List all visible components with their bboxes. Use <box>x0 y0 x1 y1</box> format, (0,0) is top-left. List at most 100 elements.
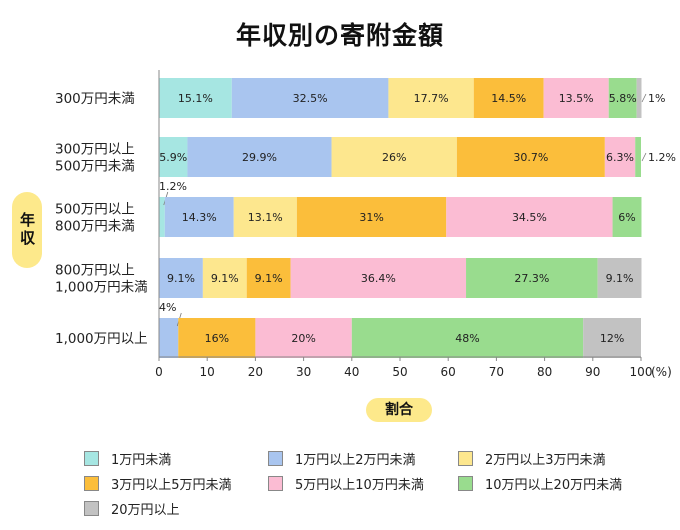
x-tick-label: 80 <box>537 365 552 379</box>
bar-segment <box>159 197 165 237</box>
legend-swatch <box>268 476 283 491</box>
bar-segment <box>231 78 389 118</box>
bar-segment <box>456 137 605 177</box>
bar-segment <box>612 197 642 237</box>
y-tick-label: 300万円以上 <box>55 142 135 158</box>
bar-segment <box>202 258 247 298</box>
data-label: 34.5% <box>512 211 547 224</box>
x-tick-label: 60 <box>441 365 456 379</box>
x-tick-label: 100 <box>630 365 653 379</box>
data-label: 27.3% <box>514 272 549 285</box>
bar-segment <box>636 78 642 118</box>
x-axis-label: 割合 <box>385 402 413 418</box>
legend-label: 1万円以上2万円未満 <box>295 453 416 468</box>
legend-swatch <box>84 451 99 466</box>
legend-item: 10万円以上20万円未満 <box>458 474 622 493</box>
bar-segment <box>159 318 179 358</box>
legend-item: 5万円以上10万円未満 <box>268 474 424 493</box>
legend-item: 3万円以上5万円未満 <box>84 474 232 493</box>
bar-segment <box>351 318 584 358</box>
data-label: 5.9% <box>159 151 187 164</box>
legend-swatch <box>458 451 473 466</box>
x-tick-label: 30 <box>296 365 311 379</box>
bar-segment <box>635 137 641 177</box>
data-label: 30.7% <box>513 151 548 164</box>
data-label: 9.1% <box>167 272 195 285</box>
legend-swatch <box>458 476 473 491</box>
data-label: 4% <box>159 301 176 314</box>
bar-segment <box>246 258 291 298</box>
label-leader-line <box>641 152 647 162</box>
data-label: 6% <box>618 211 635 224</box>
legend-label: 1万円未満 <box>111 453 172 468</box>
data-label: 31% <box>359 211 383 224</box>
data-label: 20% <box>291 332 315 345</box>
y-tick-label: 500万円以上 <box>55 202 135 218</box>
bar-segment <box>159 137 188 177</box>
y-axis-label: 年収 <box>18 212 36 248</box>
legend-label: 2万円以上3万円未満 <box>485 453 606 468</box>
data-label: 29.9% <box>242 151 277 164</box>
legend-label: 5万円以上10万円未満 <box>295 478 424 493</box>
bar-segment <box>446 197 613 237</box>
data-label: 1.2% <box>648 151 676 164</box>
data-label: 5.8% <box>609 92 637 105</box>
data-label: 1% <box>648 92 665 105</box>
bar-segment <box>388 78 474 118</box>
bar-segment <box>473 78 544 118</box>
bar-segment <box>583 318 641 358</box>
y-tick-label: 500万円未満 <box>55 159 135 175</box>
legend-item: 1万円以上2万円未満 <box>268 449 416 468</box>
data-label: 13.1% <box>248 211 283 224</box>
legend-item: 2万円以上3万円未満 <box>458 449 606 468</box>
data-label: 6.3% <box>606 151 634 164</box>
bar-segment <box>178 318 256 358</box>
legend-item: 1万円未満 <box>84 449 171 468</box>
x-tick-label: 10 <box>200 365 215 379</box>
data-label: 48% <box>455 332 479 345</box>
y-tick-label: 1,000万円未満 <box>55 280 148 296</box>
legend-label: 3万円以上5万円未満 <box>111 478 232 493</box>
data-label: 14.3% <box>182 211 217 224</box>
chart-title: 年収別の寄附金額 <box>235 21 444 50</box>
x-tick-label: 70 <box>489 365 504 379</box>
bar-segment <box>543 78 609 118</box>
data-label: 26% <box>382 151 406 164</box>
bar-segment <box>290 258 467 298</box>
legend-swatch <box>84 501 99 516</box>
data-label: 15.1% <box>178 92 213 105</box>
legend-label: 20万円以上 <box>111 503 180 518</box>
data-label: 32.5% <box>293 92 328 105</box>
bar-segment <box>233 197 297 237</box>
data-label: 9.1% <box>211 272 239 285</box>
data-label: 12% <box>600 332 624 345</box>
bar-segment <box>608 78 637 118</box>
bar-segment <box>187 137 332 177</box>
bar-segment <box>159 258 203 298</box>
y-tick-label: 800万円未満 <box>55 219 135 235</box>
x-tick-label: 0 <box>155 365 163 379</box>
legend-swatch <box>268 451 283 466</box>
data-label: 13.5% <box>559 92 594 105</box>
x-tick-label: 20 <box>248 365 263 379</box>
data-label: 14.5% <box>491 92 526 105</box>
data-label: 1.2% <box>159 180 187 193</box>
x-tick-label: 90 <box>585 365 600 379</box>
legend-item: 20万円以上 <box>84 499 180 518</box>
legend-label: 10万円以上20万円未満 <box>485 478 623 493</box>
bar-segment <box>164 197 234 237</box>
x-tick-label: 40 <box>344 365 359 379</box>
bar-segment <box>597 258 642 298</box>
y-tick-label: 300万円未満 <box>55 91 135 107</box>
data-label: 9.1% <box>606 272 634 285</box>
bar-segment <box>331 137 457 177</box>
y-tick-label: 800万円以上 <box>55 263 135 279</box>
bar-segment <box>466 258 598 298</box>
legend-swatch <box>84 476 99 491</box>
bar-segment <box>604 137 636 177</box>
x-axis-unit: (%) <box>651 365 672 379</box>
data-label: 36.4% <box>361 272 396 285</box>
bar-segment <box>296 197 447 237</box>
